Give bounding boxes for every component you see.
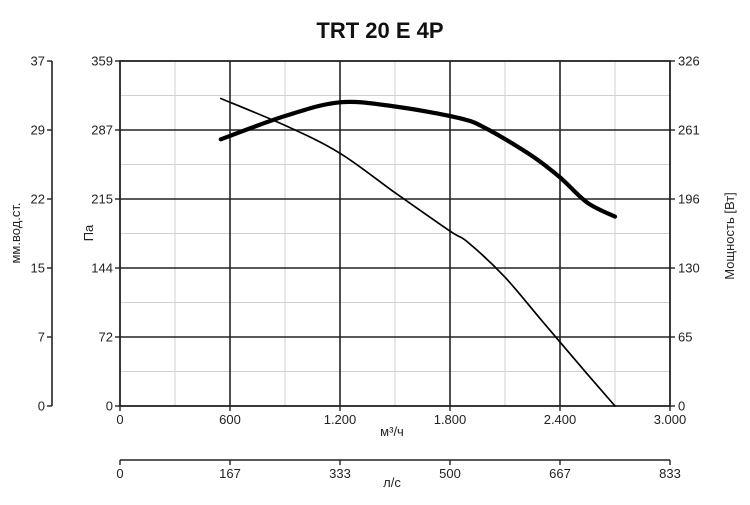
y-right-tick-label: 0	[678, 399, 685, 414]
pressure-curve-line	[219, 97, 616, 407]
x-tick-label: 1.800	[434, 412, 467, 427]
y-right-tick-label: 196	[678, 192, 700, 207]
x-tick-label: 1.200	[324, 412, 357, 427]
x-tick-label: 0	[116, 412, 123, 427]
axis-labels: м³/ч л/с Па мм.вод.ст. Мощность [Вт]	[8, 192, 737, 490]
y-tick-label: 0	[106, 399, 113, 414]
plot-frame	[119, 60, 671, 407]
x2-tick-label: 500	[439, 466, 461, 481]
x2-tick-label: 167	[219, 466, 241, 481]
y-tick-label: 144	[91, 261, 113, 276]
x2-tick-label: 333	[329, 466, 351, 481]
x2-tick-label: 0	[116, 466, 123, 481]
y-outer-tick-label: 37	[31, 54, 45, 69]
y-tick-label: 215	[91, 192, 113, 207]
x-tick-label: 2.400	[544, 412, 577, 427]
axes: 0 72 144 215 287 359 0 7 15 22 29 37 0 65 130 196 261 326…	[31, 54, 700, 482]
grid	[120, 61, 670, 406]
y-axis-label: Па	[81, 224, 96, 241]
x2-tick-label: 833	[659, 466, 681, 481]
y-tick-label: 287	[91, 123, 113, 138]
x-tick-label: 600	[219, 412, 241, 427]
y-outer-tick-label: 29	[31, 123, 45, 138]
y-outer-tick-label: 0	[38, 399, 45, 414]
x-tick-label: 3.000	[654, 412, 687, 427]
chart-title: TRT 20 E 4P	[316, 18, 443, 43]
x-axis-label: м³/ч	[380, 424, 404, 439]
y-right-tick-label: 65	[678, 330, 692, 345]
y-right-tick-label: 130	[678, 261, 700, 276]
y-outer-tick-label: 15	[31, 261, 45, 276]
y-right-tick-label: 261	[678, 123, 700, 138]
y-right-axis-label: Мощность [Вт]	[722, 192, 737, 280]
y-outer-tick-label: 22	[31, 192, 45, 207]
y-tick-label: 359	[91, 54, 113, 69]
y-tick-label: 72	[99, 330, 113, 345]
curves	[218, 97, 618, 407]
power-curve-line	[218, 99, 618, 219]
y-outer-axis-label: мм.вод.ст.	[8, 202, 23, 263]
y-right-tick-label: 326	[678, 54, 700, 69]
y-outer-tick-label: 7	[38, 330, 45, 345]
x2-tick-label: 667	[549, 466, 571, 481]
x2-axis-label: л/с	[383, 475, 401, 490]
